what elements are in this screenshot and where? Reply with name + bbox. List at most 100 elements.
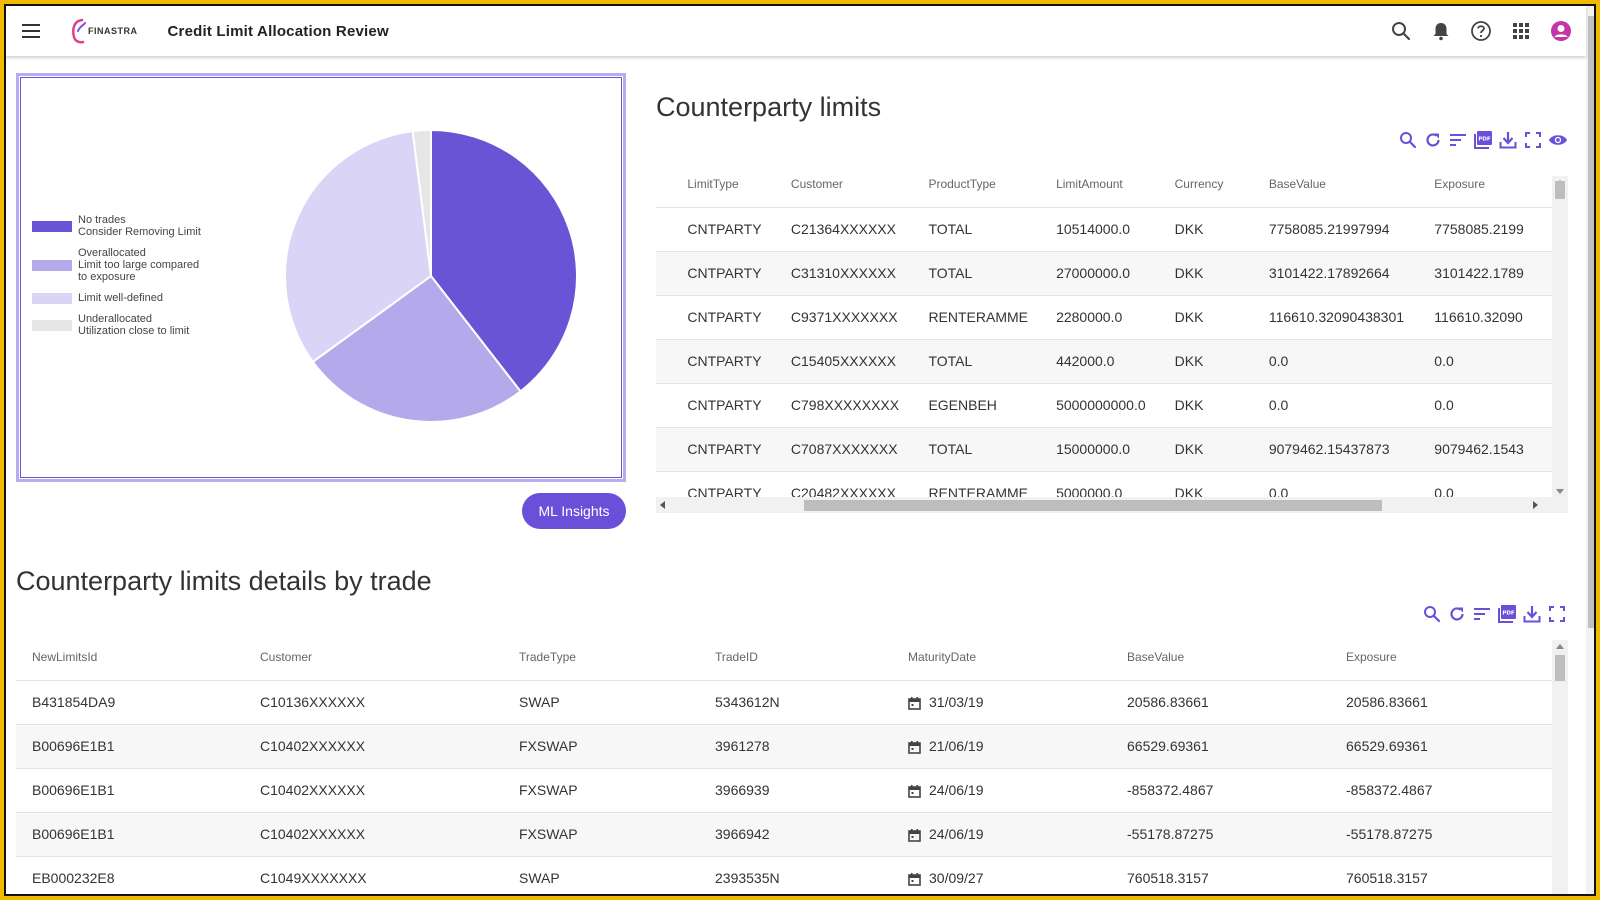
limits-horizontal-scroll-thumb[interactable] (804, 500, 1382, 511)
table-row[interactable]: B00696E1B1 C10402XXXXXX FXSWAP 3961278 21/06… (16, 723, 1552, 768)
limits-horizontal-scrollbar[interactable] (656, 497, 1568, 513)
table-cell: 7758085.21997994 (1268, 206, 1435, 251)
pdf-icon[interactable]: PDF (1497, 604, 1517, 624)
download-icon[interactable] (1522, 604, 1542, 624)
table-cell: 5343612N (715, 679, 908, 724)
table-row[interactable]: CNTPARTY C21364XXXXXX TOTAL 10514000.0 DKK 77… (656, 206, 1552, 251)
table-cell: 66529.69361 (1127, 723, 1346, 768)
table-cell: 116610.32090 (1434, 294, 1552, 339)
pie-slice[interactable] (284, 130, 433, 364)
scroll-right-arrow[interactable] (1533, 501, 1538, 509)
table-cell: -858372.4867 (1346, 767, 1552, 812)
fullscreen-icon[interactable] (1547, 604, 1567, 624)
download-icon[interactable] (1498, 130, 1518, 150)
column-header[interactable]: Exposure (1346, 649, 1397, 664)
table-cell: FXSWAP (519, 767, 715, 812)
table-cell: C1049XXXXXXX (260, 855, 519, 890)
scroll-left-arrow[interactable] (660, 501, 665, 509)
details-vertical-scrollbar[interactable] (1552, 640, 1568, 896)
column-header[interactable]: TradeID (715, 649, 758, 664)
ml-insights-button[interactable]: ML Insights (522, 493, 626, 529)
legend-item[interactable]: No trades Consider Removing Limit (32, 214, 242, 238)
table-row[interactable]: B00696E1B1 C10402XXXXXX FXSWAP 3966942 24/06… (16, 811, 1552, 856)
table-cell: CNTPARTY (687, 338, 791, 383)
table-row[interactable]: CNTPARTY C20482XXXXXX RENTERAMME 5000000.0 D… (656, 470, 1552, 498)
table-cell: CNTPARTY (687, 294, 791, 339)
details-vertical-scroll-thumb[interactable] (1555, 655, 1565, 681)
table-cell: 7758085.2199 (1434, 206, 1552, 251)
column-header[interactable]: Customer (790, 176, 843, 191)
table-cell: CNTPARTY (687, 470, 791, 498)
calendar-icon (908, 828, 921, 842)
chart-legend: No trades Consider Removing Limit Overallo… (32, 214, 242, 346)
table-cell: 442000.0 (1056, 338, 1175, 383)
table-cell: RENTERAMME (928, 470, 1057, 498)
limits-vertical-scroll-thumb[interactable] (1555, 181, 1565, 199)
refresh-icon[interactable] (1423, 130, 1443, 150)
finastra-logo[interactable]: FINASTRA (70, 14, 138, 48)
menu-icon-bar (22, 36, 40, 38)
menu-button[interactable] (16, 16, 46, 46)
table-spacer-cell (656, 206, 688, 251)
column-header[interactable]: Customer (260, 649, 313, 664)
fullscreen-icon[interactable] (1523, 130, 1543, 150)
pie-slice[interactable] (411, 128, 432, 277)
table-row[interactable]: CNTPARTY C31310XXXXXX TOTAL 27000000.0 DKK 31… (656, 250, 1552, 295)
table-row[interactable]: CNTPARTY C7087XXXXXXX TOTAL 15000000.0 DKK 90… (656, 426, 1552, 471)
column-header[interactable]: BaseValue (1268, 176, 1326, 191)
apps-icon[interactable] (1510, 20, 1532, 42)
account-icon[interactable] (1550, 20, 1572, 42)
sort-icon[interactable] (1448, 130, 1468, 150)
bell-icon[interactable] (1430, 20, 1452, 42)
page-scrollbar[interactable] (1586, 6, 1596, 896)
column-header[interactable]: ProductType (928, 176, 996, 191)
table-row[interactable]: CNTPARTY C15405XXXXXX TOTAL 442000.0 DKK 0.0 0… (656, 338, 1552, 383)
eye-icon[interactable] (1548, 130, 1568, 150)
table-cell: CNTPARTY (687, 426, 791, 471)
help-icon[interactable] (1470, 20, 1492, 42)
table-cell: 116610.32090438301 (1268, 294, 1435, 339)
legend-item[interactable]: Limit well-defined (32, 292, 242, 304)
search-icon[interactable] (1422, 604, 1442, 624)
table-cell: C10136XXXXXX (260, 679, 519, 724)
table-cell: C21364XXXXXX (790, 206, 929, 251)
table-row[interactable]: B431854DA9 C10136XXXXXX SWAP 5343612N 31/03/… (16, 679, 1552, 724)
column-header[interactable]: TradeType (519, 649, 576, 664)
table-cell: 21/06/19 (908, 723, 1127, 768)
table-cell: 3101422.17892664 (1268, 250, 1435, 295)
table-cell: C10402XXXXXX (260, 767, 519, 812)
column-header[interactable]: MaturityDate (908, 649, 977, 664)
search-icon[interactable] (1398, 130, 1418, 150)
column-header[interactable]: Exposure (1434, 176, 1485, 191)
date-value: 31/03/19 (929, 694, 984, 710)
table-row[interactable]: EB000232E8 C1049XXXXXXX SWAP 2393535N 30/09/… (16, 855, 1552, 890)
legend-label: No trades Consider Removing Limit (78, 214, 201, 238)
page-scrollbar-thumb[interactable] (1588, 16, 1594, 628)
pie-slice[interactable] (311, 274, 522, 423)
table-row[interactable]: B00696E1B1 C10402XXXXXX FXSWAP 3966939 24/06… (16, 767, 1552, 812)
legend-item[interactable]: Overallocated Limit too large compared to … (32, 247, 242, 283)
column-header[interactable]: NewLimitsId (32, 649, 98, 664)
table-row[interactable]: CNTPARTY C798XXXXXXXX EGENBEH 5000000000.0 D… (656, 382, 1552, 427)
legend-item[interactable]: Underallocated Utilization close to limit (32, 313, 242, 337)
table-row[interactable]: CNTPARTY C9371XXXXXXX RENTERAMME 2280000.0 D… (656, 294, 1552, 339)
refresh-icon[interactable] (1447, 604, 1467, 624)
sort-icon[interactable] (1472, 604, 1492, 624)
column-header[interactable]: LimitType (687, 176, 739, 191)
table-cell: -858372.4867 (1127, 767, 1346, 812)
table-cell: C10402XXXXXX (260, 723, 519, 768)
table-spacer-cell (16, 723, 32, 768)
pie-slice[interactable] (430, 128, 578, 393)
column-header[interactable]: Currency (1174, 176, 1224, 191)
legend-swatch (32, 220, 72, 232)
column-header[interactable]: LimitAmount (1056, 176, 1123, 191)
limits-vertical-scrollbar[interactable] (1552, 176, 1568, 498)
table-cell: C798XXXXXXXX (790, 382, 929, 427)
scroll-up-arrow[interactable] (1556, 644, 1564, 649)
search-icon[interactable] (1390, 20, 1412, 42)
scroll-down-arrow[interactable] (1556, 489, 1564, 494)
date-value: 24/06/19 (929, 826, 984, 842)
column-header[interactable]: BaseValue (1127, 649, 1185, 664)
table-cell: B00696E1B1 (32, 811, 260, 856)
pdf-icon[interactable]: PDF (1473, 130, 1493, 150)
